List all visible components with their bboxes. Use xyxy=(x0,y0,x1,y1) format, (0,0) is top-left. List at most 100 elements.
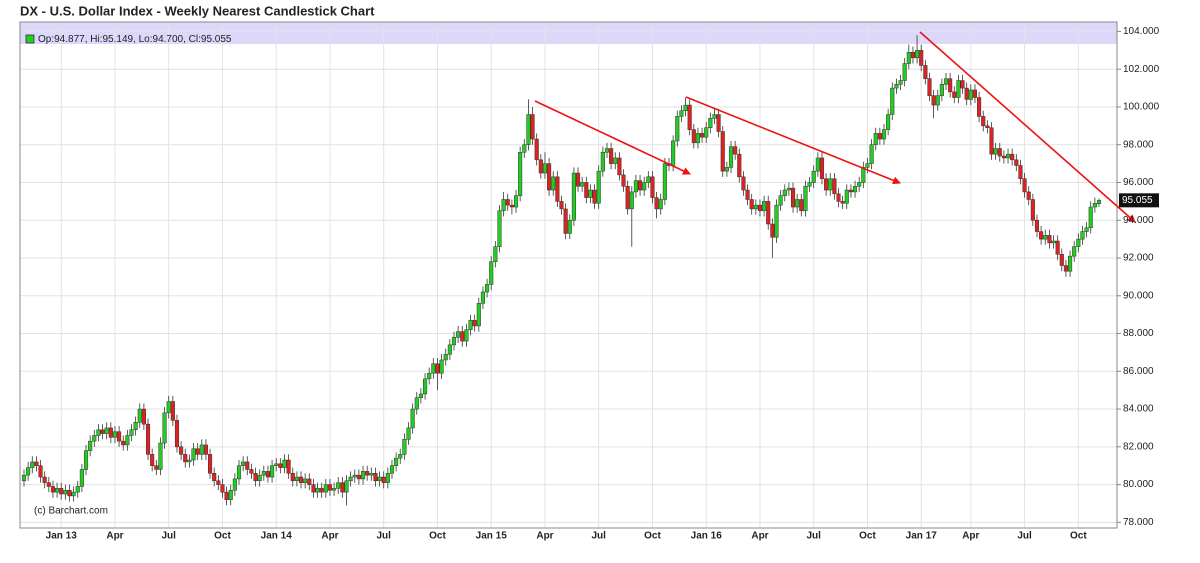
candle-body xyxy=(886,114,891,130)
candle-body xyxy=(807,182,812,187)
candle-body xyxy=(927,78,932,96)
candle-body xyxy=(551,176,556,191)
candle-body xyxy=(555,176,560,202)
candle-body xyxy=(898,80,903,85)
y-tick-label: 82.000 xyxy=(1123,441,1154,452)
candle-body xyxy=(716,114,721,132)
candle-body xyxy=(964,87,969,100)
candle-body xyxy=(286,459,291,474)
candle-body xyxy=(596,170,601,204)
candle-body xyxy=(133,422,138,431)
candle-body xyxy=(398,454,403,459)
candle-body xyxy=(323,484,328,493)
candle-body xyxy=(414,397,419,410)
y-tick-label: 100.000 xyxy=(1123,102,1160,113)
candle-body xyxy=(894,84,899,89)
y-tick-label: 94.000 xyxy=(1123,215,1154,226)
candle-body xyxy=(195,448,200,455)
candle-body xyxy=(832,178,837,195)
candle-body xyxy=(199,444,204,455)
x-tick-label: Apr xyxy=(962,531,979,542)
candle-body xyxy=(840,201,845,204)
candle-body xyxy=(121,440,126,446)
candle-body xyxy=(431,363,436,374)
candle-body xyxy=(489,261,494,285)
candle-body xyxy=(873,133,878,145)
candle-body xyxy=(480,291,485,304)
candle-body xyxy=(853,186,858,193)
candle-body xyxy=(890,87,895,115)
legend-swatch xyxy=(25,34,35,44)
x-tick-label: Jan 16 xyxy=(691,531,723,542)
candle-body xyxy=(513,195,519,208)
candle-body xyxy=(799,199,804,212)
candle-body xyxy=(728,146,734,168)
candle-body xyxy=(315,488,320,493)
candle-body xyxy=(298,476,304,483)
candle-body xyxy=(435,363,440,374)
candle-body xyxy=(613,157,618,164)
candle-body xyxy=(117,431,122,442)
x-tick-label: Jul xyxy=(376,531,391,542)
candle-body xyxy=(915,50,920,59)
candle-body xyxy=(778,195,783,206)
candle-body xyxy=(348,476,353,482)
candle-body xyxy=(59,488,64,495)
candle-body xyxy=(307,478,312,485)
x-tick-label: Jul xyxy=(161,531,176,542)
candle-body xyxy=(1014,159,1019,166)
candle-body xyxy=(319,488,324,493)
candle-body xyxy=(108,427,113,438)
candle-body xyxy=(815,157,820,172)
candle-body xyxy=(733,146,738,155)
candle-body xyxy=(485,284,490,293)
candle-body xyxy=(389,465,395,474)
y-tick-label: 92.000 xyxy=(1123,253,1154,264)
last-price-label: 95.055 xyxy=(1122,195,1153,206)
candle-body xyxy=(571,172,576,221)
y-tick-label: 80.000 xyxy=(1123,479,1154,490)
candle-body xyxy=(1059,253,1064,266)
candle-body xyxy=(923,65,928,79)
candle-body xyxy=(418,393,423,398)
candle-body xyxy=(402,439,407,455)
x-tick-label: Apr xyxy=(321,531,338,542)
candle-body xyxy=(1001,155,1006,159)
candle-body xyxy=(774,204,779,238)
candle-body xyxy=(427,372,432,380)
candle-body xyxy=(650,176,655,198)
x-tick-label: Jan 17 xyxy=(906,531,938,542)
candle-body xyxy=(75,486,80,493)
ohlc-legend: Op:94.877, Hi:95.149, Lo:94.700, Cl:95.0… xyxy=(38,34,232,45)
candle-body xyxy=(493,246,498,263)
candle-body xyxy=(208,454,213,474)
candle-body xyxy=(158,442,163,470)
x-tick-label: Jan 15 xyxy=(476,531,508,542)
y-tick-label: 104.000 xyxy=(1123,26,1160,37)
candle-body xyxy=(526,114,531,145)
candle-body xyxy=(460,331,465,342)
candle-body xyxy=(724,167,729,172)
candle-body xyxy=(881,129,887,140)
candle-body xyxy=(472,320,477,327)
candle-body xyxy=(170,401,175,421)
candle-body xyxy=(476,303,481,327)
candle-body xyxy=(104,427,109,434)
candle-body xyxy=(836,193,841,202)
candle-body xyxy=(1096,200,1102,204)
candle-body xyxy=(63,489,68,495)
candle-body xyxy=(447,344,452,355)
candle-body xyxy=(865,163,870,168)
candle-body xyxy=(1051,240,1056,244)
candle-body xyxy=(741,176,746,191)
trend-line xyxy=(919,31,1136,223)
candle-body xyxy=(906,51,911,64)
candle-body xyxy=(332,488,337,491)
candle-body xyxy=(385,472,390,483)
candle-body xyxy=(679,110,684,117)
candle-body xyxy=(547,163,552,191)
candle-body xyxy=(749,199,754,210)
candle-body xyxy=(46,482,51,487)
